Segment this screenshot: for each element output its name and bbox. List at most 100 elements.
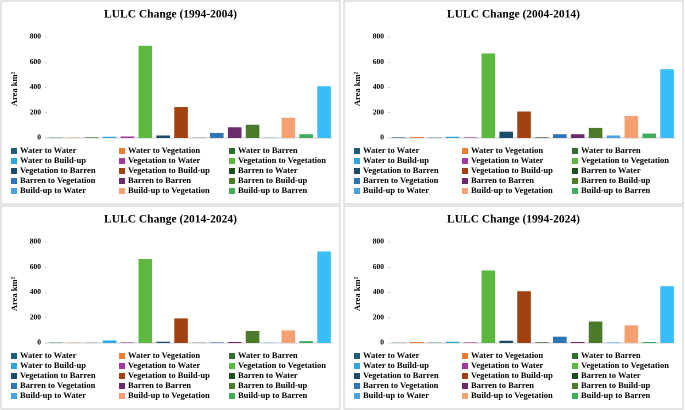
bar	[660, 69, 674, 138]
legend-label: Build-up to Vegetation	[471, 390, 553, 400]
legend-swatch	[462, 188, 468, 194]
bar	[553, 336, 567, 343]
legend-label: Build-up to Vegetation	[471, 185, 553, 195]
legend-label: Water to Build-up	[363, 155, 429, 165]
legend-swatch	[462, 363, 468, 369]
legend-label: Barren to Vegetation	[20, 380, 96, 390]
legend-label: Vegetation to Vegetation	[238, 155, 326, 165]
legend-label: Barren to Build-up	[238, 175, 308, 185]
bar	[317, 86, 331, 138]
legend-label: Vegetation to Vegetation	[581, 155, 669, 165]
legend-label: Build-up to Barren	[581, 185, 651, 195]
bar	[299, 134, 313, 138]
legend-swatch	[462, 148, 468, 154]
bar	[553, 134, 567, 138]
legend-swatch	[119, 353, 125, 359]
legend-swatch	[462, 168, 468, 174]
y-tick-label: 800	[30, 237, 42, 246]
y-tick-label: 400	[373, 287, 385, 296]
bar	[245, 331, 260, 343]
legend-swatch	[229, 178, 235, 184]
legend-swatch	[11, 188, 17, 194]
bar	[174, 107, 188, 138]
legend-label: Water to Build-up	[20, 155, 86, 165]
bar	[102, 136, 117, 138]
legend-swatch	[354, 383, 360, 389]
legend-swatch	[11, 393, 17, 399]
bar	[517, 291, 531, 343]
legend-label: Build-up to Water	[20, 390, 86, 400]
legend-label: Vegetation to Barren	[20, 165, 96, 175]
legend-swatch	[229, 373, 235, 379]
panel-border	[0, 205, 341, 410]
legend-label: Barren to Vegetation	[20, 175, 96, 185]
bar	[660, 286, 674, 343]
legend-swatch	[119, 383, 125, 389]
bar	[588, 321, 603, 343]
bar	[210, 132, 224, 138]
y-tick-label: 0	[380, 133, 384, 142]
legend-swatch	[119, 178, 125, 184]
bar	[156, 341, 170, 343]
bar	[227, 127, 242, 138]
legend-swatch	[572, 363, 578, 369]
y-axis-label: Area km²	[9, 276, 19, 311]
y-tick-label: 800	[30, 32, 42, 41]
legend-label: Water to Vegetation	[471, 145, 543, 155]
chart-title: LULC Change (1994-2004)	[104, 9, 237, 21]
bar	[299, 341, 313, 343]
legend-swatch	[572, 188, 578, 194]
legend-label: Barren to Barren	[128, 380, 191, 390]
legend-swatch	[229, 353, 235, 359]
legend-swatch	[354, 188, 360, 194]
y-tick-label: 400	[373, 82, 385, 91]
bar	[317, 251, 331, 343]
bar	[642, 341, 656, 343]
legend-label: Water to Water	[363, 145, 420, 155]
bar	[481, 53, 496, 138]
legend-label: Vegetation to Build-up	[471, 165, 553, 175]
y-tick-label: 600	[30, 262, 42, 271]
legend-swatch	[11, 158, 17, 164]
chart-panel: LULC Change (1994-2004) Area km² 0 200 400 60…	[0, 0, 341, 205]
legend-label: Barren to Barren	[471, 175, 534, 185]
legend-label: Water to Build-up	[20, 360, 86, 370]
chart-panel: LULC Change (1994-2024) Area km² 0 200 400 60…	[343, 205, 684, 410]
chart-title: LULC Change (2014-2024)	[104, 214, 237, 226]
legend-label: Build-up to Barren	[238, 185, 308, 195]
legend-label: Vegetation to Water	[128, 360, 200, 370]
legend-swatch	[119, 188, 125, 194]
legend-label: Water to Vegetation	[128, 145, 200, 155]
legend-swatch	[229, 363, 235, 369]
legend-label: Build-up to Water	[363, 185, 429, 195]
legend-label: Build-up to Vegetation	[128, 390, 210, 400]
legend-label: Water to Barren	[581, 350, 641, 360]
legend-swatch	[354, 373, 360, 379]
legend-swatch	[354, 148, 360, 154]
legend-swatch	[119, 363, 125, 369]
legend-swatch	[229, 158, 235, 164]
legend-label: Vegetation to Barren	[20, 370, 96, 380]
bar	[499, 131, 513, 138]
legend-label: Water to Barren	[238, 350, 298, 360]
legend-label: Water to Vegetation	[471, 350, 543, 360]
bar	[392, 137, 406, 138]
legend-swatch	[119, 168, 125, 174]
legend-swatch	[572, 373, 578, 379]
legend-label: Build-up to Barren	[238, 390, 308, 400]
legend-swatch	[229, 188, 235, 194]
legend-swatch	[462, 383, 468, 389]
legend-label: Barren to Water	[581, 165, 641, 175]
panel-border	[343, 205, 684, 410]
bar	[535, 342, 549, 343]
bar	[570, 341, 585, 343]
bar	[410, 341, 424, 343]
legend-label: Barren to Barren	[471, 380, 534, 390]
legend-label: Barren to Build-up	[581, 380, 651, 390]
legend-swatch	[572, 393, 578, 399]
y-tick-label: 200	[373, 107, 385, 116]
chart-title: LULC Change (1994-2024)	[447, 214, 580, 226]
chart-title: LULC Change (2004-2014)	[447, 9, 580, 21]
legend-label: Water to Water	[363, 350, 420, 360]
